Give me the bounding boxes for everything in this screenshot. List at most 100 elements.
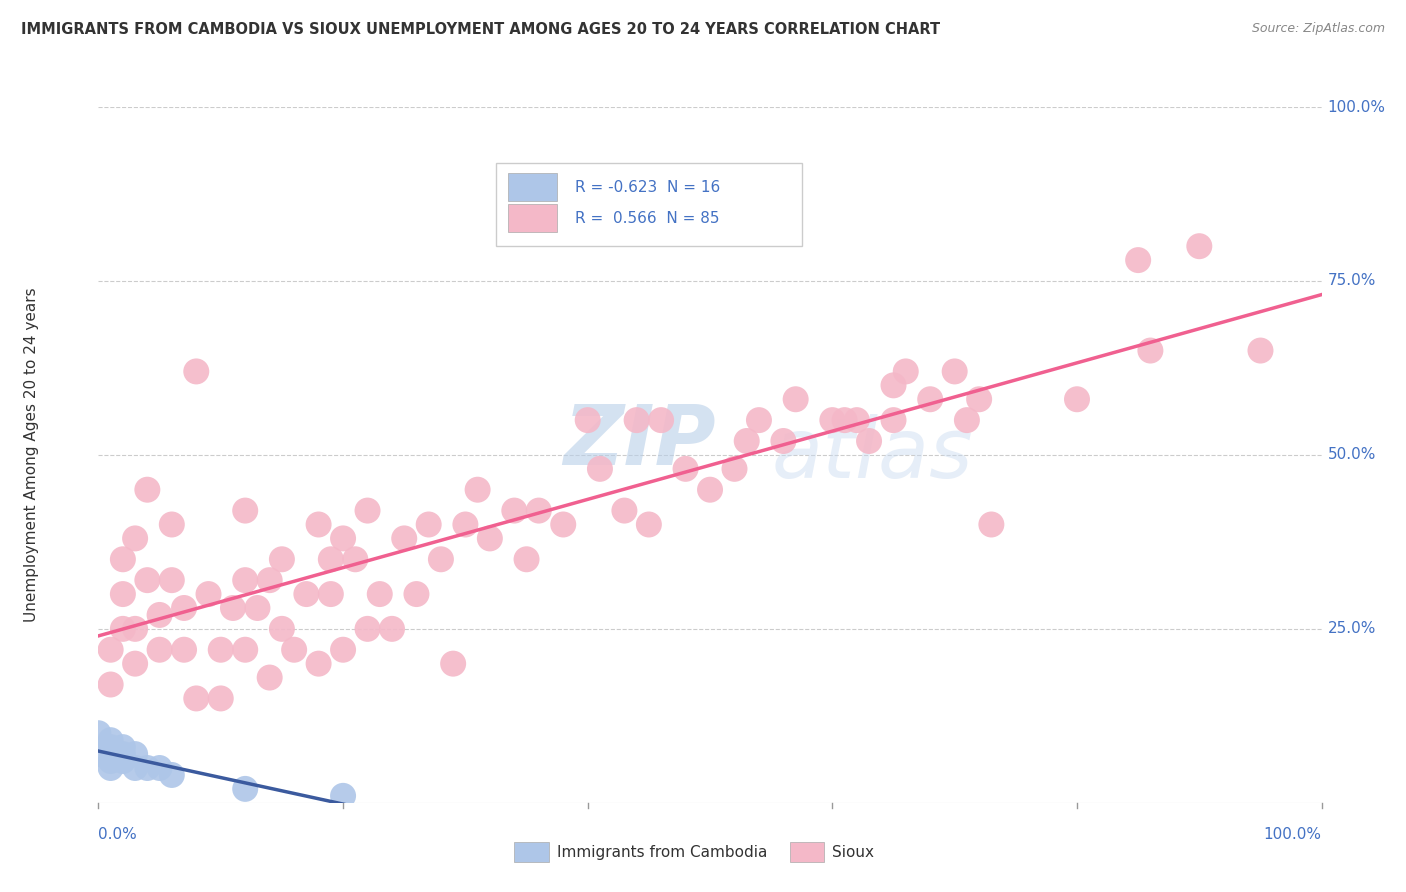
Point (883, 413, 905, 427)
Point (308, 517, 330, 532)
Point (356, 622, 378, 636)
Point (233, 781, 256, 796)
Point (186, 691, 208, 706)
Point (735, 434, 758, 448)
Point (222, 601, 245, 615)
Text: IMMIGRANTS FROM CAMBODIA VS SIOUX UNEMPLOYMENT AMONG AGES 20 TO 24 YEARS CORRELA: IMMIGRANTS FROM CAMBODIA VS SIOUX UNEMPL… (21, 22, 941, 37)
Point (149, 607, 172, 622)
Text: Source: ZipAtlas.com: Source: ZipAtlas.com (1251, 22, 1385, 36)
Point (894, 364, 917, 378)
Text: ZIP: ZIP (564, 401, 716, 482)
Point (149, 642, 172, 657)
Point (233, 642, 256, 657)
Point (136, 573, 159, 587)
Point (246, 601, 269, 615)
Point (1188, 239, 1211, 253)
Point (111, 754, 134, 768)
Point (980, 517, 1002, 532)
Point (454, 517, 477, 532)
Point (270, 552, 294, 566)
Point (430, 552, 453, 566)
Point (418, 517, 440, 532)
Point (233, 573, 256, 587)
Point (111, 587, 134, 601)
FancyBboxPatch shape (508, 173, 557, 201)
Point (405, 587, 427, 601)
Point (270, 622, 294, 636)
Text: 25.0%: 25.0% (1327, 622, 1376, 636)
Point (100, 677, 122, 691)
Point (613, 503, 636, 517)
Point (283, 642, 305, 657)
Point (100, 761, 122, 775)
Point (553, 517, 575, 532)
Point (209, 642, 232, 657)
Point (186, 364, 208, 378)
Point (589, 462, 612, 476)
Point (368, 587, 391, 601)
Point (637, 517, 661, 532)
Point (160, 573, 183, 587)
Point (295, 587, 318, 601)
Point (124, 761, 146, 775)
Point (209, 691, 232, 706)
Point (111, 740, 134, 755)
Point (259, 671, 281, 685)
Text: 0.0%: 0.0% (98, 827, 138, 842)
FancyBboxPatch shape (508, 204, 557, 232)
Point (87, 726, 110, 740)
Point (100, 740, 122, 755)
Point (626, 413, 648, 427)
Text: 100.0%: 100.0% (1264, 827, 1322, 842)
Text: R =  0.566  N = 85: R = 0.566 N = 85 (575, 211, 720, 226)
Point (233, 503, 256, 517)
Point (259, 573, 281, 587)
Point (883, 378, 905, 392)
Point (124, 657, 146, 671)
Point (515, 552, 537, 566)
Point (124, 532, 146, 546)
Point (319, 587, 342, 601)
Point (100, 733, 122, 747)
FancyBboxPatch shape (496, 162, 801, 246)
Point (956, 413, 979, 427)
Point (111, 552, 134, 566)
Point (308, 657, 330, 671)
Point (87, 747, 110, 761)
Point (173, 642, 195, 657)
Point (723, 462, 745, 476)
Point (197, 587, 219, 601)
Point (111, 622, 134, 636)
Point (821, 413, 844, 427)
Point (858, 434, 880, 448)
Point (100, 754, 122, 768)
Text: 50.0%: 50.0% (1327, 448, 1376, 462)
Point (124, 747, 146, 761)
Point (478, 532, 501, 546)
Point (344, 552, 367, 566)
Point (160, 768, 183, 782)
Point (1249, 343, 1271, 358)
FancyBboxPatch shape (515, 842, 548, 862)
Text: 100.0%: 100.0% (1327, 100, 1386, 114)
Text: 75.0%: 75.0% (1327, 274, 1376, 288)
Point (845, 413, 868, 427)
Point (124, 622, 146, 636)
Point (943, 364, 966, 378)
Point (503, 503, 526, 517)
Point (441, 657, 464, 671)
Point (381, 622, 404, 636)
Point (1066, 392, 1088, 407)
Text: R = -0.623  N = 16: R = -0.623 N = 16 (575, 179, 721, 194)
Point (332, 532, 354, 546)
Point (356, 503, 378, 517)
Point (332, 789, 354, 803)
Point (136, 483, 159, 497)
Point (576, 413, 599, 427)
Point (332, 642, 354, 657)
Text: Immigrants from Cambodia: Immigrants from Cambodia (557, 845, 768, 860)
Point (100, 642, 122, 657)
Point (467, 483, 489, 497)
Text: atlas: atlas (772, 415, 973, 495)
Point (111, 747, 134, 761)
